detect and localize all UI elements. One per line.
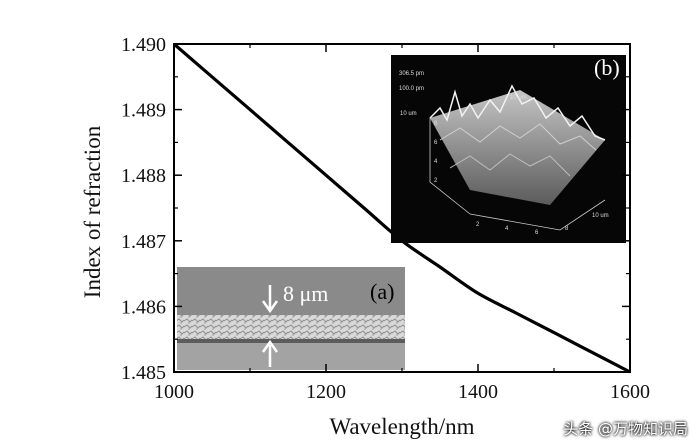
afm-axis-left xyxy=(429,118,471,215)
afm-axis-left-label: 10 um xyxy=(400,111,417,117)
svg-text:6: 6 xyxy=(535,230,539,236)
y-tick-label: 1.485 xyxy=(121,362,166,384)
y-tick-label: 1.490 xyxy=(121,34,166,56)
x-tick-label: 1600 xyxy=(610,381,650,403)
inset-a-label: (a) xyxy=(370,279,394,304)
afm-scale-top: 306.5 pm xyxy=(399,71,424,77)
y-tick-label: 1.488 xyxy=(121,165,166,187)
y-tick-label: 1.486 xyxy=(121,296,166,318)
afm-scale-mid: 100.0 pm xyxy=(399,86,424,92)
svg-text:6: 6 xyxy=(434,140,438,146)
svg-text:8: 8 xyxy=(565,226,569,232)
watermark: 头条 @万物知识局 xyxy=(563,420,688,438)
svg-text:2: 2 xyxy=(476,222,480,228)
svg-text:4: 4 xyxy=(434,159,438,165)
x-tick-label: 1200 xyxy=(306,381,346,403)
y-tick-label: 1.487 xyxy=(121,231,166,253)
y-axis-label: Index of refraction xyxy=(80,125,105,298)
afm-spikes xyxy=(429,84,606,141)
y-axis-ticks: 1.485 1.486 1.487 1.488 1.489 1.490 xyxy=(121,34,630,384)
film-layer xyxy=(177,315,405,339)
arrow-down-head xyxy=(261,300,279,314)
x-tick-label: 1000 xyxy=(154,381,194,403)
x-axis-ticks: 1000 1200 1400 1600 xyxy=(154,44,650,403)
afm-surface xyxy=(430,90,605,205)
svg-text:2: 2 xyxy=(434,178,438,184)
thickness-annotation: 8 μm xyxy=(283,281,328,306)
y-tick-label: 1.489 xyxy=(121,100,166,122)
afm-axis-right-label: 10 um xyxy=(592,213,609,219)
x-axis-label: Wavelength/nm xyxy=(329,414,474,439)
afm-axis-y-top: 10 um xyxy=(510,95,527,101)
arrow-up-head xyxy=(261,339,279,353)
inset-a: 8 μm (a) xyxy=(177,267,405,370)
inset-b-label: (b) xyxy=(594,55,620,80)
inset-b: 306.5 pm 100.0 pm 10 um 10 um 10 um 2 4 … xyxy=(391,55,626,243)
svg-text:8: 8 xyxy=(434,121,438,127)
afm-axis-right xyxy=(469,199,606,231)
x-tick-label: 1400 xyxy=(458,381,498,403)
svg-text:4: 4 xyxy=(505,226,509,232)
